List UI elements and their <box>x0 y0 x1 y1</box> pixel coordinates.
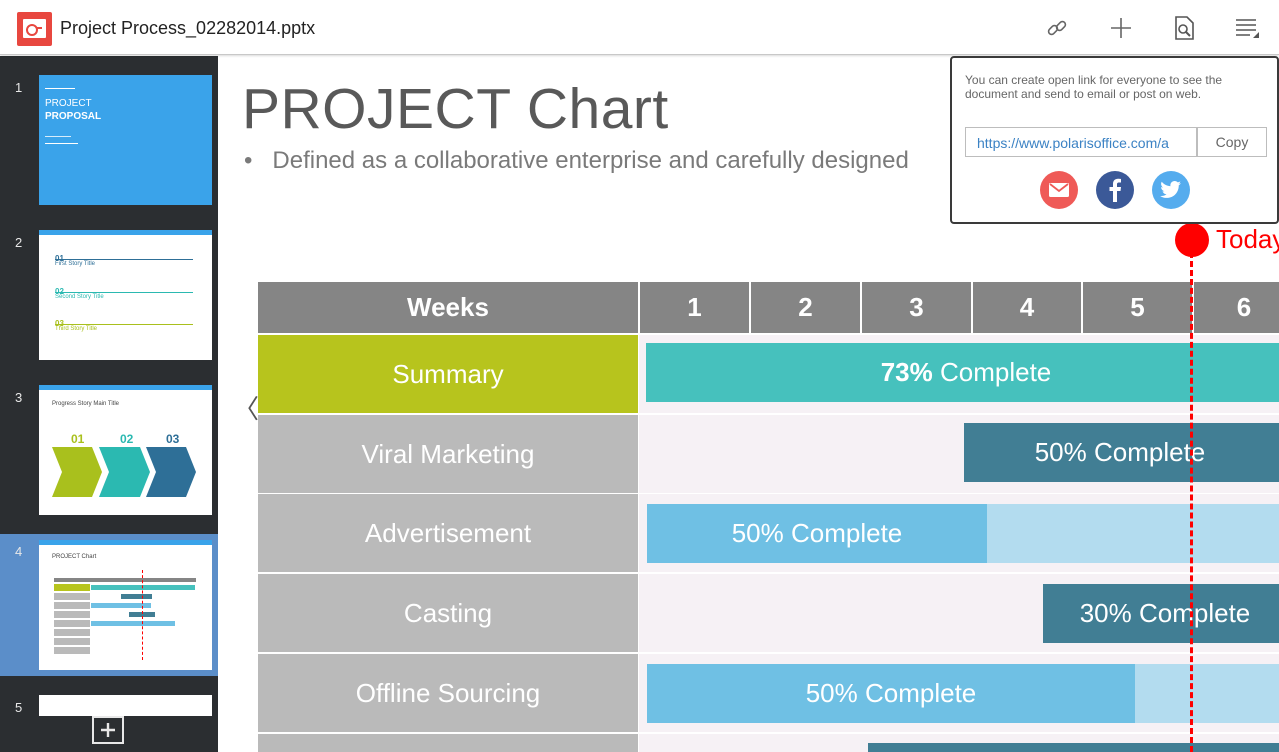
row-label-advertisement: Advertisement <box>258 494 638 572</box>
menu-icon[interactable] <box>1231 12 1263 44</box>
twitter-icon[interactable] <box>1152 171 1190 209</box>
week-cell: 1 <box>640 282 749 333</box>
today-marker-dot <box>1175 223 1209 257</box>
link-icon[interactable] <box>1041 12 1073 44</box>
thumbnail-image: PROJECT PROPOSAL <box>39 75 212 205</box>
row-label-partial <box>258 734 638 752</box>
summary-bar: 73% Complete <box>646 343 1279 402</box>
share-message: You can create open link for everyone to… <box>965 73 1223 101</box>
slide-thumbnail-3[interactable]: 3 Progress Story Main Title 01 02 03 <box>0 366 218 515</box>
slide-thumbnail-4[interactable]: 4 PROJECT Chart <box>0 534 218 676</box>
row-label-viral-marketing: Viral Marketing <box>258 415 638 493</box>
partial-bar <box>868 743 1279 752</box>
slide-title: PROJECT Chart <box>242 77 669 141</box>
offline-sourcing-remaining-bar <box>1134 664 1279 723</box>
week-cell: 4 <box>973 282 1081 333</box>
share-link-popup: You can create open link for everyone to… <box>950 56 1279 224</box>
week-cell: 2 <box>751 282 860 333</box>
week-cell: 6 <box>1194 282 1279 333</box>
viral-marketing-bar: 50% Complete <box>964 423 1279 482</box>
week-cell: 5 <box>1083 282 1192 333</box>
row-label-offline-sourcing: Offline Sourcing <box>258 654 638 732</box>
copy-button[interactable]: Copy <box>1197 127 1267 157</box>
row-label-summary: Summary <box>258 335 638 413</box>
plus-icon[interactable] <box>1105 12 1137 44</box>
offline-sourcing-bar: 50% Complete <box>647 664 1135 723</box>
thumbnail-image: PROJECT Chart <box>39 540 212 670</box>
top-bar: Project Process_02282014.pptx <box>0 0 1279 55</box>
today-marker-line <box>1190 252 1193 752</box>
share-link-field[interactable]: https://www.polarisoffice.com/a <box>965 127 1197 157</box>
casting-bar: 30% Complete <box>1043 584 1279 643</box>
slide-thumbnail-1[interactable]: 1 PROJECT PROPOSAL <box>0 56 218 205</box>
add-slide-button[interactable] <box>92 716 124 744</box>
slide-thumbnail-panel: 1 PROJECT PROPOSAL 2 01 First Story Titl… <box>0 56 218 752</box>
previous-slide-arrow[interactable]: 〈 <box>233 394 260 424</box>
thumbnail-image <box>39 695 212 716</box>
advertisement-remaining-bar <box>986 504 1279 563</box>
email-icon[interactable] <box>1040 171 1078 209</box>
thumbnail-image: Progress Story Main Title 01 02 03 <box>39 385 212 515</box>
slide-canvas[interactable]: PROJECT Chart • Defined as a collaborati… <box>218 56 1279 752</box>
facebook-icon[interactable] <box>1096 171 1134 209</box>
presentation-app-icon <box>17 12 52 46</box>
document-search-icon[interactable] <box>1168 12 1200 44</box>
slide-bullet: • Defined as a collaborative enterprise … <box>244 147 909 174</box>
slide-thumbnail-5[interactable]: 5 <box>0 676 218 716</box>
thumbnail-image: 01 First Story Title 02 Second Story Tit… <box>39 230 212 360</box>
today-label: Today <box>1216 224 1279 254</box>
advertisement-bar: 50% Complete <box>647 504 987 563</box>
document-title: Project Process_02282014.pptx <box>60 18 316 38</box>
weeks-header: Weeks <box>258 282 638 333</box>
slide-thumbnail-2[interactable]: 2 01 First Story Title 02 Second Story T… <box>0 211 218 360</box>
row-label-casting: Casting <box>258 574 638 652</box>
week-cell: 3 <box>862 282 971 333</box>
